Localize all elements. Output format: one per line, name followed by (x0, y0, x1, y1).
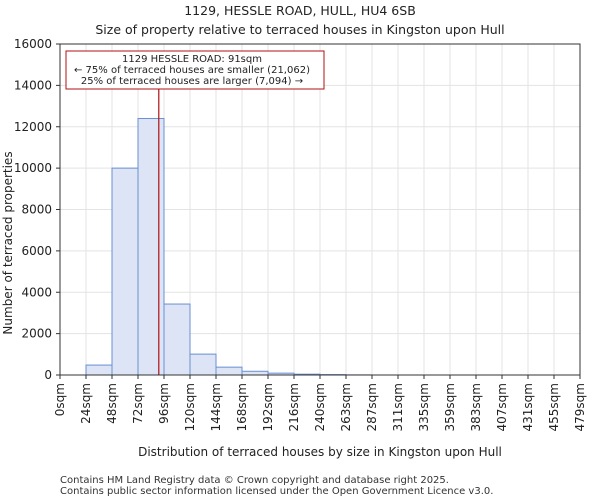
y-tick-label: 2000 (21, 327, 52, 341)
x-tick-label: 287sqm (365, 383, 379, 431)
y-tick-label: 14000 (14, 78, 52, 92)
annotation-line-3: 25% of terraced houses are larger (7,094… (81, 76, 303, 87)
histogram-bar (163, 303, 191, 376)
x-tick-label: 168sqm (235, 383, 249, 431)
histogram-bar (241, 370, 269, 376)
x-tick-label: 24sqm (79, 383, 93, 424)
x-tick-label: 383sqm (469, 383, 483, 431)
y-tick-label: 12000 (14, 120, 52, 134)
x-tick-label: 216sqm (287, 383, 301, 431)
x-tick-label: 311sqm (391, 383, 405, 431)
x-tick-label: 455sqm (547, 383, 561, 431)
x-tick-label: 431sqm (521, 383, 535, 431)
y-axis-label: Number of terraced properties (1, 151, 15, 334)
x-tick-label: 335sqm (417, 383, 431, 431)
y-tick-label: 16000 (14, 37, 52, 51)
x-tick-label: 96sqm (157, 383, 171, 424)
chart-title: 1129, HESSLE ROAD, HULL, HU4 6SB (184, 3, 416, 18)
annotation-line-2: ← 75% of terraced houses are smaller (21… (74, 65, 310, 76)
x-tick-label: 263sqm (339, 383, 353, 431)
x-tick-label: 192sqm (261, 383, 275, 431)
y-tick-label: 8000 (21, 203, 52, 217)
footer-line-1: Contains HM Land Registry data © Crown c… (60, 475, 449, 486)
x-tick-label: 359sqm (443, 383, 457, 431)
x-tick-label: 48sqm (105, 383, 119, 424)
x-axis-label: Distribution of terraced houses by size … (138, 445, 502, 459)
histogram-bar (215, 366, 243, 376)
annotation-line-1: 1129 HESSLE ROAD: 91sqm (122, 54, 262, 65)
x-tick-label: 479sqm (573, 383, 587, 431)
x-tick-label: 0sqm (53, 383, 67, 416)
histogram-bar (137, 117, 165, 376)
x-tick-label: 240sqm (313, 383, 327, 431)
y-tick-label: 0 (44, 368, 52, 382)
x-tick-label: 407sqm (495, 383, 509, 431)
histogram-bar (189, 353, 217, 376)
footer-line-2: Contains public sector information licen… (60, 486, 493, 497)
x-tick-label: 144sqm (209, 383, 223, 431)
chart-subtitle: Size of property relative to terraced ho… (95, 22, 504, 37)
histogram-bar (85, 364, 113, 376)
y-tick-label: 4000 (21, 285, 52, 299)
y-tick-label: 6000 (21, 244, 52, 258)
y-tick-label: 10000 (14, 161, 52, 175)
histogram-bar (111, 167, 139, 376)
x-tick-label: 120sqm (183, 383, 197, 431)
annotation-box (65, 50, 325, 90)
x-tick-label: 72sqm (131, 383, 145, 424)
